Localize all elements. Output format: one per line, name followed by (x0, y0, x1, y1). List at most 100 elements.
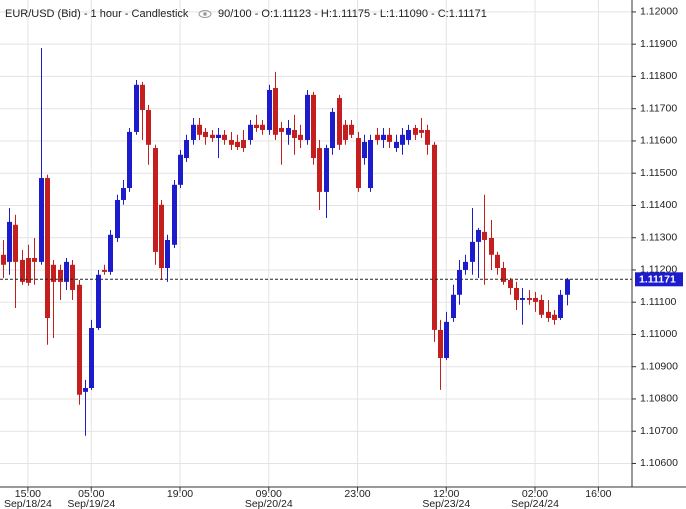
last-price-box (635, 272, 683, 287)
x-tick-label: 09:00 (256, 488, 282, 500)
candle-body (70, 264, 75, 290)
candle-body (121, 188, 126, 200)
candle-body (317, 148, 322, 192)
candle-body (311, 94, 316, 159)
candle-body (463, 261, 468, 270)
candle-body (444, 321, 449, 358)
candle-body (558, 294, 563, 319)
candle-body (235, 141, 240, 148)
candle-body (501, 268, 506, 282)
chart-title: EUR/USD (Bid) - 1 hour - Candlestick (5, 8, 189, 20)
eye-icon (198, 10, 212, 18)
candle-body (77, 284, 82, 395)
candle-body (203, 131, 208, 138)
y-tick-label: 1.11700 (640, 102, 677, 114)
y-tick-label: 1.10600 (640, 457, 678, 469)
candle-body (298, 134, 303, 140)
y-tick-label: 1.10700 (640, 425, 678, 437)
candle-body (58, 269, 63, 282)
candle-body (476, 229, 481, 242)
candle-body (508, 279, 513, 289)
candle-body (83, 387, 88, 392)
x-tick-label: 23:00 (344, 488, 370, 500)
candle-body (470, 241, 475, 262)
candle-body (305, 94, 310, 140)
candle-body (527, 298, 532, 300)
candle-body (51, 264, 56, 282)
candle-body (267, 89, 272, 130)
x-date-label: Sep/24/24 (511, 498, 559, 509)
candle-body (184, 139, 189, 159)
x-tick-label: 19:00 (167, 488, 193, 500)
candle-body (419, 129, 424, 133)
candle-body (400, 134, 405, 145)
candle-body (127, 131, 132, 189)
candle-body (45, 178, 50, 319)
candle-body (1, 254, 6, 265)
candle-body (368, 139, 373, 189)
x-tick-label: 15:00 (15, 488, 41, 500)
candle-body (248, 124, 253, 140)
candle-body (89, 327, 94, 388)
y-tick-label: 1.11500 (640, 167, 677, 179)
candle-body (279, 128, 284, 132)
candle-body (406, 129, 411, 140)
candle-body (146, 109, 151, 145)
candle-body (216, 134, 221, 139)
candle-body (108, 234, 113, 272)
candle-body (394, 141, 399, 149)
y-tick-label: 1.11000 (640, 328, 677, 340)
candle-body (229, 139, 234, 145)
candle-body (134, 84, 139, 132)
candle-body (26, 258, 31, 283)
candle-body (324, 148, 329, 192)
candle-body (197, 124, 202, 135)
candle-body (286, 128, 291, 135)
candle-body (337, 98, 342, 145)
candle-body (39, 178, 44, 262)
y-tick-label: 1.12000 (640, 6, 678, 18)
candle-body (451, 294, 456, 319)
x-tick-label: 05:00 (78, 488, 104, 500)
candle-body (210, 134, 215, 139)
candle-body (96, 274, 101, 328)
candle-body (241, 139, 246, 149)
candle-body (552, 314, 557, 320)
y-tick-label: 1.11400 (640, 199, 677, 211)
candle-body (495, 254, 500, 269)
candle-body (539, 299, 544, 315)
candle-body (13, 224, 18, 262)
candle-body (343, 124, 348, 140)
x-date-label: Sep/18/24 (4, 498, 52, 509)
candle-body (432, 144, 437, 330)
candle-body (222, 134, 227, 140)
candle-body (565, 279, 570, 295)
y-tick-label: 1.11600 (640, 135, 677, 147)
candle-body (457, 269, 462, 295)
candle-body (362, 141, 367, 159)
candle-body (178, 154, 183, 185)
x-date-label: Sep/23/24 (422, 498, 470, 509)
candle-body (260, 124, 265, 130)
y-tick-label: 1.10900 (640, 360, 678, 372)
y-tick-label: 1.11300 (640, 231, 677, 243)
candle-body (533, 298, 538, 302)
candle-body (140, 84, 145, 110)
candle-body (32, 258, 37, 262)
candle-body (520, 298, 525, 300)
candle-body (7, 221, 12, 262)
candles (1, 48, 570, 436)
candle-body (514, 288, 519, 300)
candle-body (292, 129, 297, 139)
last-price-label: 1.11171 (639, 274, 676, 286)
ohlc-summary: 90/100 - O:1.11123 - H:1.11175 - L:1.110… (218, 8, 487, 20)
candle-body (153, 148, 158, 252)
x-date-label: Sep/20/24 (245, 498, 293, 509)
candle-body (356, 138, 361, 189)
candle-body (20, 259, 25, 282)
x-tick-label: 12:00 (433, 488, 459, 500)
candle-body (102, 269, 107, 272)
candle-body (425, 129, 430, 145)
